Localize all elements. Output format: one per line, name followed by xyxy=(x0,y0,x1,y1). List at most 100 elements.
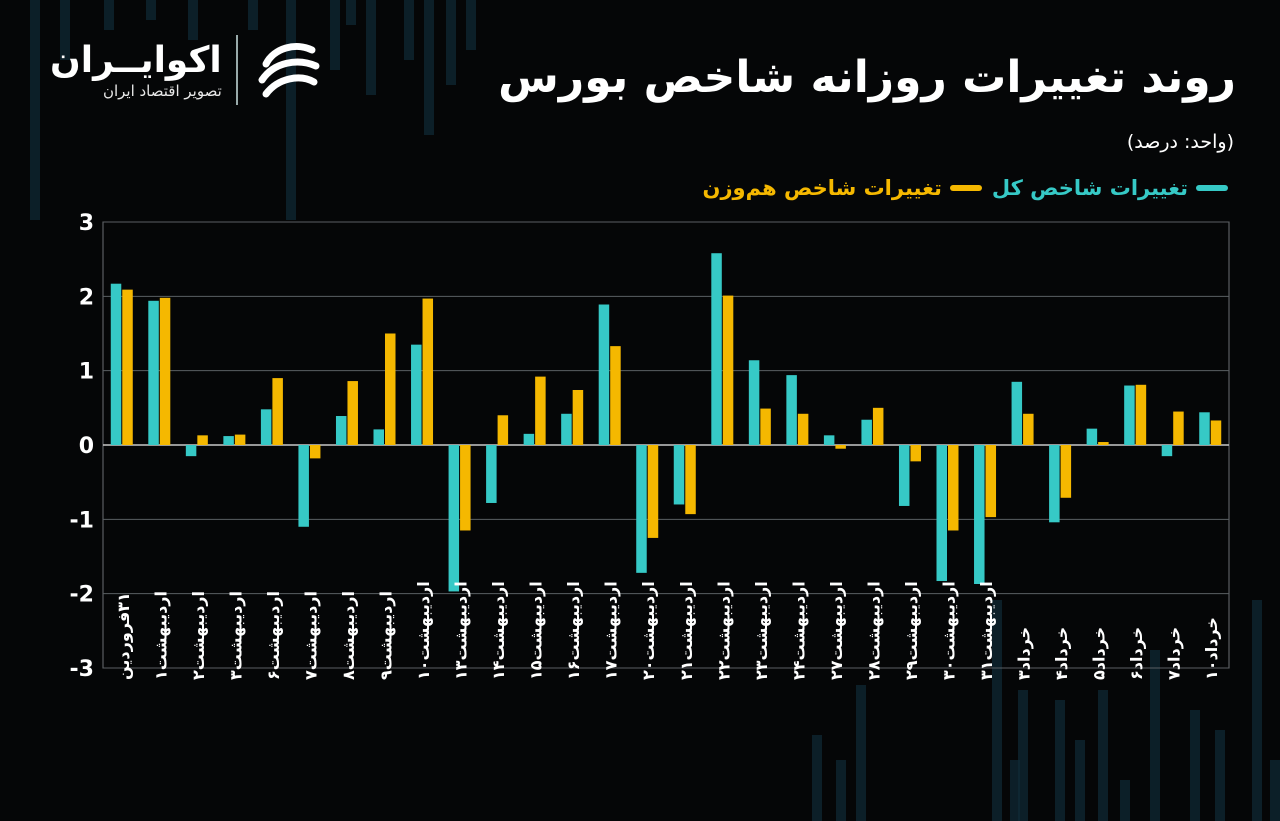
brand-name: اکوایــران xyxy=(50,40,222,81)
x-tick-label: اردیبهشت۳۱ xyxy=(977,581,996,680)
bar-total-index xyxy=(673,445,685,505)
bar-equal-weight-index xyxy=(385,333,396,445)
bg-candle xyxy=(346,0,356,25)
y-tick-label: -1 xyxy=(70,508,94,533)
bar-total-index xyxy=(561,413,572,445)
y-tick-label: -2 xyxy=(70,583,94,608)
bg-candle xyxy=(1018,690,1028,821)
bar-total-index xyxy=(786,375,797,445)
x-tick-label: خرداد۳ xyxy=(1015,627,1034,680)
bar-equal-weight-index xyxy=(722,295,734,445)
legend-swatch-total xyxy=(1196,185,1228,191)
bar-equal-weight-index xyxy=(1210,420,1222,445)
x-tick-label: ۳۱فروردین xyxy=(114,592,133,680)
bg-candle xyxy=(466,0,476,50)
bg-candle xyxy=(330,0,340,70)
bar-equal-weight-index xyxy=(535,376,546,445)
bar-equal-weight-index xyxy=(1173,411,1184,445)
x-tick-label: اردیبهشت۶ xyxy=(264,591,283,680)
y-tick-label: 3 xyxy=(79,211,94,236)
bg-candle xyxy=(60,0,70,60)
bar-equal-weight-index xyxy=(835,445,846,449)
x-tick-label: اردیبهشت۱ xyxy=(151,591,170,680)
legend-swatch-equal-weight xyxy=(949,185,982,191)
bar-equal-weight-index xyxy=(159,297,171,445)
bar-total-index xyxy=(898,445,910,506)
bar-equal-weight-index xyxy=(647,445,659,538)
brand-logo: اکوایــران تصویر اقتصاد ایران xyxy=(50,34,324,106)
bar-total-index xyxy=(748,360,760,445)
bar-total-index xyxy=(711,253,722,445)
bar-total-index xyxy=(1199,412,1210,445)
bg-candle xyxy=(1055,700,1065,821)
bar-total-index xyxy=(411,344,422,445)
bar-equal-weight-index xyxy=(422,298,434,445)
bar-total-index xyxy=(598,304,610,445)
bg-candle xyxy=(104,0,114,30)
x-tick-label: اردیبهشت۲۰ xyxy=(639,581,658,680)
bar-total-index xyxy=(448,445,460,592)
bar-equal-weight-index xyxy=(610,346,621,445)
bar-equal-weight-index xyxy=(272,378,283,445)
bar-total-index xyxy=(936,445,947,582)
bar-total-index xyxy=(148,300,159,445)
x-tick-label: خرداد۷ xyxy=(1165,627,1184,680)
bar-equal-weight-index xyxy=(572,389,584,445)
x-tick-label: اردیبهشت۸ xyxy=(339,591,358,680)
bg-candle xyxy=(1075,740,1085,821)
brand-tagline: تصویر اقتصاد ایران xyxy=(102,82,222,100)
bar-equal-weight-index xyxy=(309,445,321,459)
bar-equal-weight-index xyxy=(1135,384,1147,445)
x-tick-label: اردیبهشت۱۵ xyxy=(527,581,546,680)
brand-divider xyxy=(235,35,238,105)
x-tick-label: اردیبهشت۲۴ xyxy=(789,581,808,680)
legend-label-total: تغییرات شاخص کل xyxy=(991,176,1188,200)
bar-total-index xyxy=(974,445,985,585)
x-tick-label: اردیبهشت۱۶ xyxy=(564,581,583,680)
bg-candle xyxy=(248,0,258,30)
bar-equal-weight-index xyxy=(985,445,997,518)
x-tick-label: اردیبهشت۹ xyxy=(377,591,396,680)
bar-equal-weight-index xyxy=(460,445,471,531)
bar-total-index xyxy=(1011,381,1023,445)
bar-equal-weight-index xyxy=(347,381,358,445)
bg-candle xyxy=(1010,760,1020,821)
bar-equal-weight-index xyxy=(497,415,509,445)
y-tick-label: 0 xyxy=(79,434,94,459)
x-tick-label: اردیبهشت۲ xyxy=(189,591,208,680)
bar-total-index xyxy=(486,445,497,503)
bar-total-index xyxy=(1086,428,1098,445)
bar-equal-weight-index xyxy=(234,434,246,445)
bar-equal-weight-index xyxy=(197,435,208,445)
bg-candle xyxy=(30,0,40,220)
bg-candle xyxy=(836,760,846,821)
bar-equal-weight-index xyxy=(872,407,884,445)
bar-equal-weight-index xyxy=(797,413,809,445)
x-tick-label: خرداد۶ xyxy=(1127,627,1146,680)
x-tick-label: اردیبهشت۲۷ xyxy=(827,581,846,680)
bar-total-index xyxy=(861,419,872,445)
ecoiran-swirl-icon xyxy=(258,43,320,98)
x-tick-label: خرداد۵ xyxy=(1090,627,1109,680)
chart-title: روند تغییرات روزانه شاخص بورس xyxy=(498,52,1236,103)
bar-total-index xyxy=(1161,445,1173,457)
bar-equal-weight-index xyxy=(910,445,921,462)
bg-candle xyxy=(1190,710,1200,821)
x-tick-label: اردیبهشت۱۴ xyxy=(489,581,508,680)
bar-total-index xyxy=(373,429,384,445)
bg-candle xyxy=(1120,780,1130,821)
bar-total-index xyxy=(110,283,122,445)
x-tick-label: اردیبهشت۲۸ xyxy=(864,581,883,680)
bar-equal-weight-index xyxy=(1023,413,1034,445)
bar-equal-weight-index xyxy=(685,445,696,515)
bg-candle xyxy=(146,0,156,20)
x-tick-label: خرداد۱۰ xyxy=(1202,617,1221,680)
bar-total-index xyxy=(1124,385,1135,445)
bg-candle xyxy=(424,0,434,135)
bar-equal-weight-index xyxy=(1060,445,1072,498)
bar-total-index xyxy=(1049,445,1060,523)
bar-equal-weight-index xyxy=(760,408,771,445)
bg-candle xyxy=(1270,760,1280,821)
bg-candle xyxy=(1150,650,1160,821)
